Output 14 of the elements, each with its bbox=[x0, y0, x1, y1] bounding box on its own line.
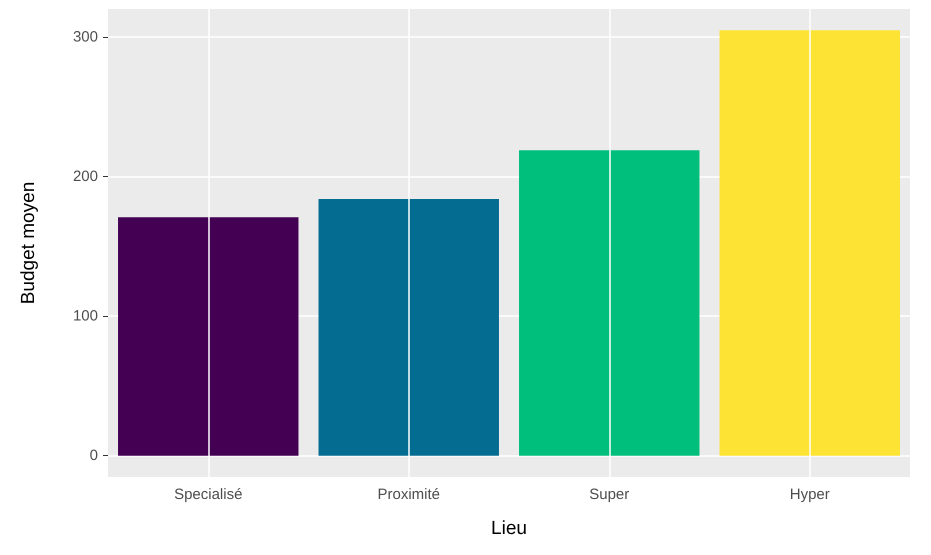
x-tick-label: Proximité bbox=[377, 486, 440, 503]
y-tick-label: 300 bbox=[72, 28, 98, 46]
y-tick-label: 200 bbox=[72, 168, 98, 186]
x-tick-label: Hyper bbox=[790, 486, 830, 503]
bar bbox=[318, 199, 499, 456]
y-axis-title: Budget moyen bbox=[18, 182, 39, 304]
bar bbox=[720, 30, 900, 456]
y-tick-label: 100 bbox=[72, 308, 98, 325]
x-tick-label: Super bbox=[589, 486, 630, 503]
y-tick-label: 0 bbox=[90, 447, 98, 464]
x-tick-label: Specialisé bbox=[174, 486, 242, 503]
x-axis-title: Lieu bbox=[491, 518, 527, 539]
bar bbox=[118, 217, 298, 456]
bar bbox=[519, 150, 700, 456]
